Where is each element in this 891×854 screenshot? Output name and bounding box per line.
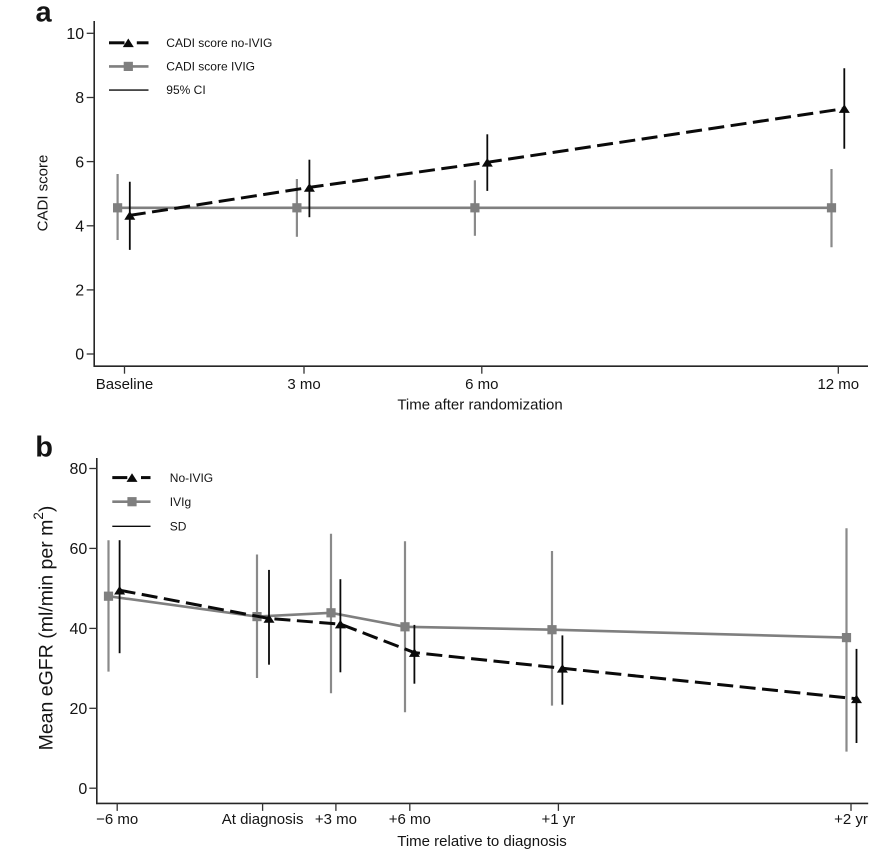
svg-text:Time after randomization: Time after randomization	[397, 397, 562, 414]
svg-text:b: b	[35, 432, 53, 464]
svg-text:20: 20	[70, 701, 88, 718]
svg-text:10: 10	[66, 26, 84, 43]
svg-text:Baseline: Baseline	[96, 376, 154, 393]
svg-text:0: 0	[78, 781, 87, 798]
svg-text:95% CI: 95% CI	[166, 83, 205, 97]
svg-text:a: a	[36, 0, 53, 29]
svg-text:Mean eGFR (ml/min per m2): Mean eGFR (ml/min per m2)	[31, 506, 58, 751]
svg-text:+3 mo: +3 mo	[315, 811, 357, 828]
svg-text:CADI score IVIG: CADI score IVIG	[166, 60, 255, 74]
svg-text:Time relative to diagnosis: Time relative to diagnosis	[397, 833, 567, 850]
svg-text:60: 60	[70, 541, 88, 558]
svg-text:8: 8	[75, 90, 84, 107]
svg-text:CADI score no-IVIG: CADI score no-IVIG	[166, 36, 272, 50]
svg-text:SD: SD	[170, 520, 187, 534]
svg-text:4: 4	[75, 219, 84, 236]
svg-text:3 mo: 3 mo	[287, 376, 320, 393]
svg-text:40: 40	[70, 621, 88, 638]
svg-text:6: 6	[75, 154, 84, 171]
svg-text:80: 80	[70, 461, 88, 478]
svg-text:0: 0	[75, 347, 84, 364]
svg-text:No-IVIG: No-IVIG	[170, 471, 213, 485]
svg-text:−6 mo: −6 mo	[96, 811, 138, 828]
svg-text:At diagnosis: At diagnosis	[222, 811, 304, 828]
svg-text:6 mo: 6 mo	[465, 376, 498, 393]
svg-text:+6 mo: +6 mo	[389, 811, 431, 828]
svg-text:2: 2	[75, 283, 84, 300]
svg-text:+2 yr: +2 yr	[834, 811, 868, 828]
svg-text:CADI score: CADI score	[35, 155, 52, 232]
svg-text:IVIg: IVIg	[170, 495, 191, 509]
svg-text:12 mo: 12 mo	[817, 376, 859, 393]
svg-text:+1 yr: +1 yr	[542, 811, 576, 828]
